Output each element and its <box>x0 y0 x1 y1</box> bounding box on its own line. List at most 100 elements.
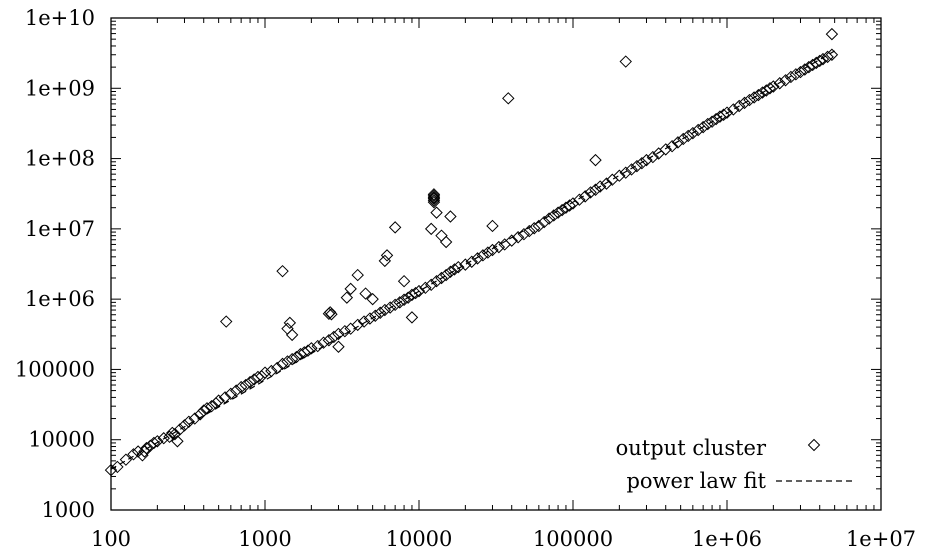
data-point <box>178 419 191 432</box>
legend-marker-diamond <box>807 438 821 452</box>
data-point <box>224 387 238 401</box>
data-point <box>542 212 556 225</box>
data-point <box>481 246 495 259</box>
data-point <box>380 249 394 262</box>
data-point <box>173 423 187 436</box>
data-point <box>194 408 207 421</box>
data-point <box>182 415 196 428</box>
legend-label-power-law-fit: power law fit <box>626 469 766 493</box>
data-point <box>439 235 453 249</box>
data-point <box>270 361 284 375</box>
data-point <box>573 193 586 206</box>
data-point <box>743 93 756 107</box>
data-point <box>397 274 411 288</box>
data-point <box>696 120 710 134</box>
data-point <box>517 227 531 241</box>
data-point <box>691 123 705 137</box>
data-point <box>168 427 182 441</box>
data-point <box>340 291 354 304</box>
data-point <box>701 117 714 131</box>
data-point <box>363 312 377 325</box>
data-point <box>738 96 751 110</box>
data-point <box>767 80 780 93</box>
data-point <box>476 249 490 262</box>
data-point <box>220 315 233 328</box>
data-point <box>325 308 338 321</box>
data-point <box>630 159 644 173</box>
data-point <box>338 324 352 338</box>
data-point <box>212 394 225 407</box>
data-point <box>682 129 695 143</box>
data-point <box>388 221 402 234</box>
power-law-fit-layer <box>110 50 835 470</box>
data-point <box>276 357 289 371</box>
data-point <box>171 435 184 448</box>
data-point <box>229 384 243 397</box>
y-tick-label: 1e+09 <box>25 76 95 100</box>
data-point <box>265 364 278 378</box>
data-point <box>281 355 294 368</box>
data-point <box>671 136 685 149</box>
data-point <box>305 342 318 355</box>
data-point <box>551 206 565 219</box>
data-point <box>686 126 700 140</box>
data-point <box>419 281 432 295</box>
data-point <box>366 292 379 306</box>
data-point <box>430 206 443 219</box>
data-point <box>625 163 638 176</box>
y-tick-label: 100000 <box>15 357 95 381</box>
data-point <box>717 108 730 121</box>
data-point <box>197 404 210 417</box>
data-point <box>825 27 839 41</box>
data-point <box>677 132 690 146</box>
data-point <box>290 350 303 364</box>
data-point <box>444 265 457 278</box>
data-point <box>369 309 382 322</box>
data-point <box>784 70 798 84</box>
data-point <box>798 63 812 76</box>
data-point <box>566 197 580 210</box>
data-point <box>374 306 387 319</box>
y-tick-label: 1e+10 <box>25 6 95 30</box>
data-point <box>276 264 289 278</box>
data-point <box>584 186 597 199</box>
data-point <box>351 268 364 282</box>
data-point <box>532 219 546 233</box>
data-point <box>459 258 472 271</box>
data-point <box>427 188 441 201</box>
data-point <box>311 339 324 353</box>
data-point <box>435 229 448 242</box>
data-point <box>789 68 803 81</box>
data-point <box>344 282 357 296</box>
y-tick-label: 1e+08 <box>25 147 95 171</box>
data-point <box>383 301 397 314</box>
data-point <box>593 180 607 193</box>
data-point <box>119 453 133 466</box>
axis-ticks <box>110 17 882 511</box>
data-point <box>563 199 576 212</box>
data-point <box>816 52 830 66</box>
data-point <box>111 460 124 474</box>
x-tick-label: 100 <box>91 527 131 551</box>
data-point <box>452 260 465 274</box>
data-point <box>378 254 392 268</box>
data-point <box>498 238 511 251</box>
data-point <box>393 296 406 309</box>
data-point <box>317 336 330 349</box>
data-point <box>104 463 118 477</box>
data-point <box>547 209 560 222</box>
data-point <box>397 293 411 306</box>
power-law-fit-line <box>110 50 835 470</box>
data-point <box>763 82 777 95</box>
data-point <box>188 412 201 425</box>
data-point <box>448 263 461 276</box>
legend: output cluster power law fit <box>616 436 852 493</box>
data-point <box>357 315 371 328</box>
data-point <box>486 219 499 233</box>
data-point <box>351 318 364 332</box>
data-point <box>465 255 478 268</box>
data-point <box>239 378 252 392</box>
data-point <box>322 334 336 347</box>
data-point <box>523 224 536 238</box>
